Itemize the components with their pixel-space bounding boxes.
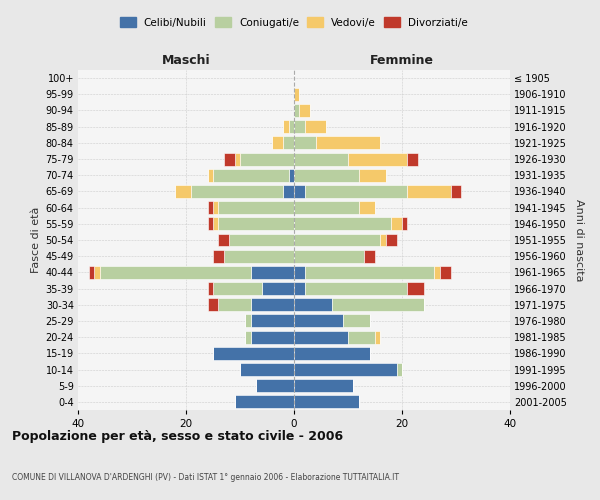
Bar — [294, 169, 359, 181]
Bar — [380, 234, 386, 246]
Bar — [294, 314, 343, 328]
Bar — [294, 234, 380, 246]
Bar — [375, 330, 380, 344]
Bar — [272, 136, 283, 149]
Bar — [251, 330, 294, 344]
Bar — [251, 314, 294, 328]
Bar — [218, 298, 251, 311]
Bar — [348, 330, 375, 344]
Text: Popolazione per età, sesso e stato civile - 2006: Popolazione per età, sesso e stato civil… — [12, 430, 343, 443]
Bar — [305, 266, 434, 279]
Bar — [305, 282, 407, 295]
Bar — [283, 120, 289, 133]
Bar — [191, 185, 283, 198]
Bar — [294, 201, 359, 214]
Bar — [359, 201, 375, 214]
Bar — [256, 379, 294, 392]
Bar — [262, 282, 294, 295]
Y-axis label: Fasce di età: Fasce di età — [31, 207, 41, 273]
Bar — [294, 88, 299, 101]
Bar — [251, 266, 294, 279]
Bar — [294, 218, 391, 230]
Bar — [213, 201, 218, 214]
Bar — [434, 266, 440, 279]
Bar — [407, 185, 451, 198]
Bar — [213, 250, 224, 262]
Bar — [294, 396, 359, 408]
Bar — [245, 330, 251, 344]
Bar — [289, 120, 294, 133]
Bar — [364, 250, 375, 262]
Bar — [299, 104, 310, 117]
Bar — [224, 250, 294, 262]
Bar — [343, 314, 370, 328]
Bar — [89, 266, 94, 279]
Y-axis label: Anni di nascita: Anni di nascita — [574, 198, 584, 281]
Bar — [251, 298, 294, 311]
Bar — [348, 152, 407, 166]
Bar — [294, 282, 305, 295]
Bar — [451, 185, 461, 198]
Bar — [175, 185, 191, 198]
Bar — [294, 298, 332, 311]
Bar — [100, 266, 251, 279]
Bar — [213, 169, 289, 181]
Bar — [240, 363, 294, 376]
Bar — [294, 363, 397, 376]
Bar — [294, 104, 299, 117]
Bar — [208, 169, 213, 181]
Bar — [359, 169, 386, 181]
Bar — [294, 330, 348, 344]
Text: Femmine: Femmine — [370, 54, 434, 67]
Bar — [218, 234, 229, 246]
Bar — [294, 250, 364, 262]
Bar — [294, 185, 305, 198]
Bar — [440, 266, 451, 279]
Bar — [283, 185, 294, 198]
Legend: Celibi/Nubili, Coniugati/e, Vedovi/e, Divorziati/e: Celibi/Nubili, Coniugati/e, Vedovi/e, Di… — [120, 18, 468, 28]
Bar — [294, 347, 370, 360]
Bar — [407, 282, 424, 295]
Bar — [213, 282, 262, 295]
Bar — [294, 136, 316, 149]
Bar — [213, 347, 294, 360]
Text: COMUNE DI VILLANOVA D'ARDENGHI (PV) - Dati ISTAT 1° gennaio 2006 - Elaborazione : COMUNE DI VILLANOVA D'ARDENGHI (PV) - Da… — [12, 473, 399, 482]
Text: Maschi: Maschi — [161, 54, 211, 67]
Bar — [218, 201, 294, 214]
Bar — [229, 234, 294, 246]
Bar — [294, 266, 305, 279]
Bar — [94, 266, 100, 279]
Bar — [294, 120, 305, 133]
Bar — [208, 218, 213, 230]
Bar — [208, 298, 218, 311]
Bar — [235, 152, 240, 166]
Bar — [407, 152, 418, 166]
Bar — [294, 379, 353, 392]
Bar — [386, 234, 397, 246]
Bar — [235, 396, 294, 408]
Bar — [294, 152, 348, 166]
Bar — [240, 152, 294, 166]
Bar — [305, 185, 407, 198]
Bar — [305, 120, 326, 133]
Bar — [208, 282, 213, 295]
Bar — [224, 152, 235, 166]
Bar — [218, 218, 294, 230]
Bar — [332, 298, 424, 311]
Bar — [213, 218, 218, 230]
Bar — [283, 136, 294, 149]
Bar — [391, 218, 402, 230]
Bar — [316, 136, 380, 149]
Bar — [245, 314, 251, 328]
Bar — [402, 218, 407, 230]
Bar — [289, 169, 294, 181]
Bar — [208, 201, 213, 214]
Bar — [397, 363, 402, 376]
